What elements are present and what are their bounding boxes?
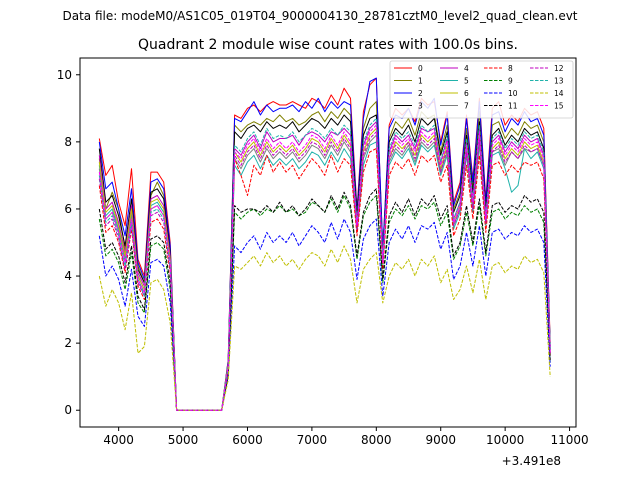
x-tick-label: 6000: [232, 433, 263, 447]
legend-label-11: 11: [508, 102, 518, 111]
x-tick-label: 11000: [550, 433, 588, 447]
legend-label-13: 13: [554, 77, 564, 86]
x-tick-label: 7000: [297, 433, 328, 447]
series-line-14: [98, 245, 551, 411]
y-tick-label: 10: [57, 68, 72, 82]
x-tick-label: 9000: [425, 433, 456, 447]
x-offset-label: +3.491e8: [502, 454, 561, 468]
y-tick-label: 6: [64, 202, 72, 216]
legend-label-4: 4: [464, 64, 469, 73]
legend-label-7: 7: [464, 102, 469, 111]
series-line-8: [98, 148, 551, 411]
legend-label-2: 2: [418, 89, 423, 98]
legend-label-3: 3: [418, 102, 423, 111]
x-tick-label: 10000: [486, 433, 524, 447]
legend-label-12: 12: [554, 64, 564, 73]
y-tick-label: 8: [64, 135, 72, 149]
chart-title: Quadrant 2 module wise count rates with …: [138, 37, 518, 53]
legend-box: [389, 60, 574, 119]
figure-suptitle: Data file: modeM0/AS1C05_019T04_90000041…: [62, 9, 577, 23]
x-tick-label: 8000: [361, 433, 392, 447]
legend-label-0: 0: [418, 64, 423, 73]
x-tick-label: 4000: [103, 433, 134, 447]
legend-label-5: 5: [464, 77, 469, 86]
legend-label-10: 10: [508, 89, 518, 98]
plot-frame: [79, 57, 577, 428]
legend-label-6: 6: [464, 89, 469, 98]
series-line-15: [98, 124, 551, 411]
y-tick-label: 4: [64, 269, 72, 283]
legend-label-1: 1: [418, 77, 423, 86]
series-line-11: [98, 188, 551, 411]
tick-layer: 4000 5000 6000 7000 8000 9000 10000 11000 0 2 4 6 8 1…: [57, 68, 589, 447]
series-layer: [98, 77, 551, 411]
legend-label-14: 14: [554, 89, 564, 98]
y-tick-label: 2: [64, 336, 72, 350]
x-tick-label: 5000: [168, 433, 199, 447]
legend-label-15: 15: [554, 102, 564, 111]
legend-label-9: 9: [508, 77, 513, 86]
legend-label-8: 8: [508, 64, 513, 73]
y-tick-label: 0: [64, 403, 72, 417]
